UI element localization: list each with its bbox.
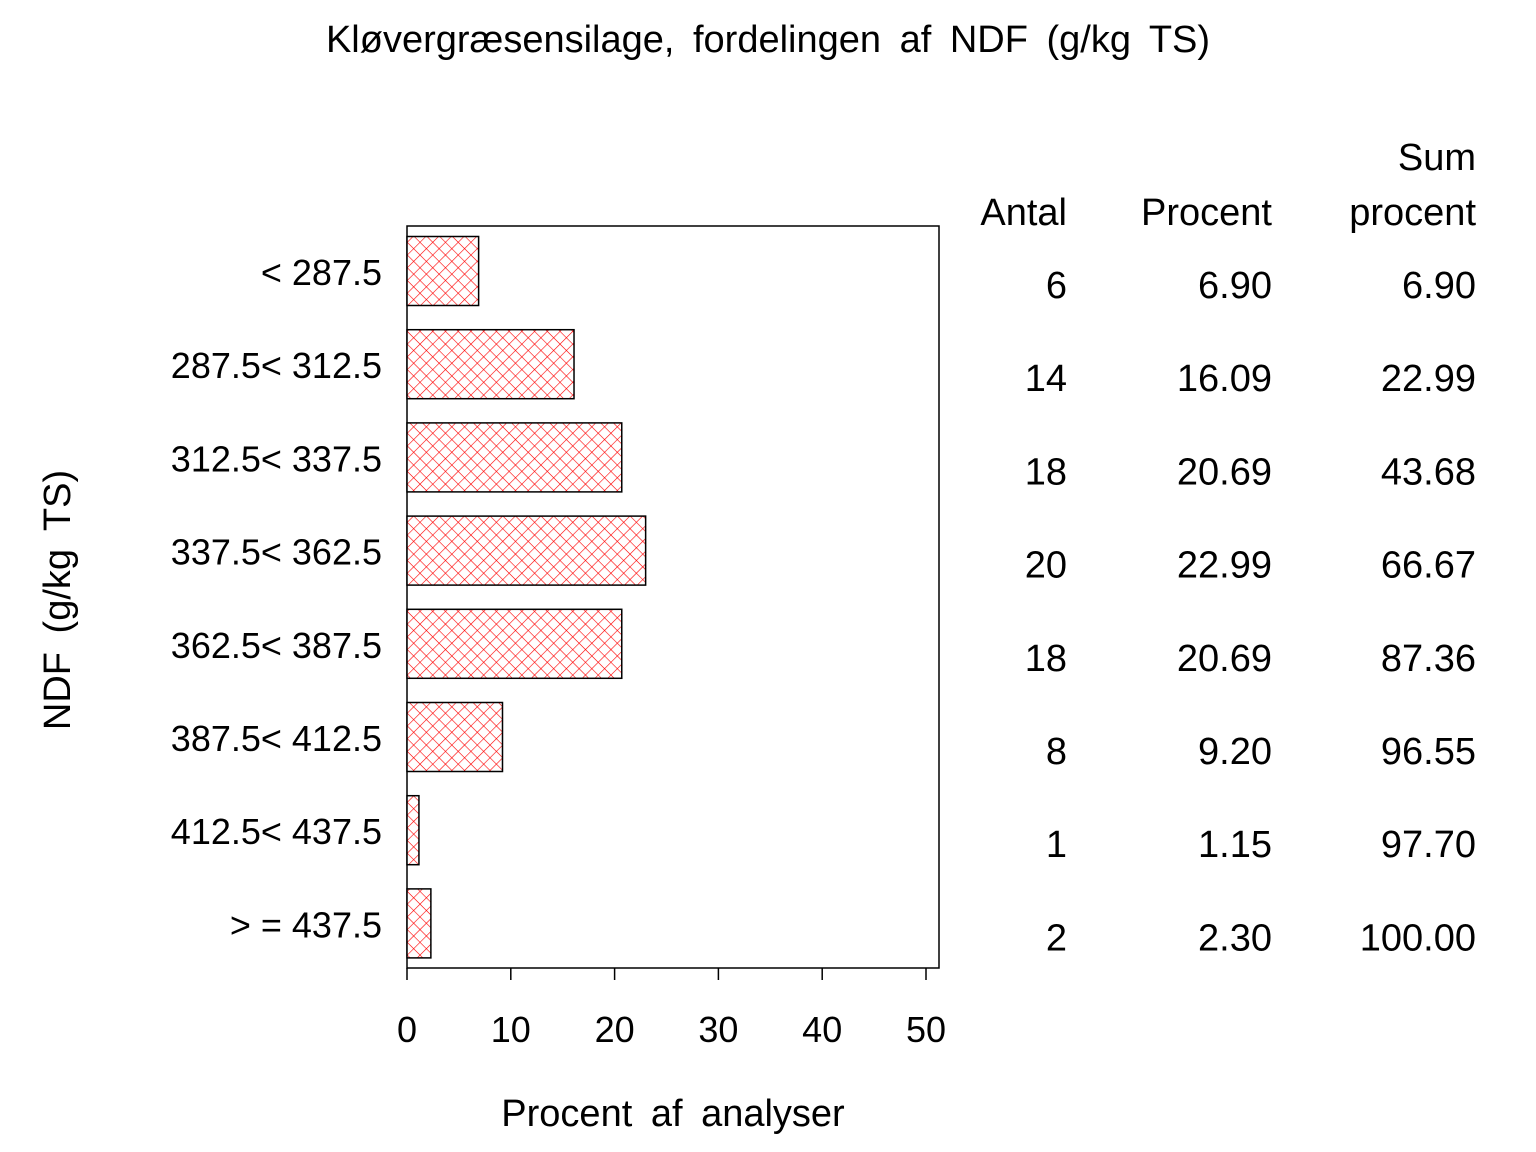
x-tick-label: 10 (491, 1009, 531, 1050)
table-header: procent (1349, 192, 1476, 234)
y-tick-label: 287.5< 312.5 (171, 345, 382, 386)
table-cell: 18 (1025, 451, 1067, 493)
table-cell: 96.55 (1381, 731, 1476, 773)
x-axis-label: Procent af analyser (501, 1093, 845, 1135)
y-tick-label: < 287.5 (261, 252, 382, 293)
table-cell: 22.99 (1381, 358, 1476, 400)
table-cell: 6.90 (1198, 265, 1272, 307)
bar (406, 328, 575, 400)
y-tick-label: 387.5< 412.5 (171, 718, 382, 759)
bar (406, 888, 432, 959)
bar (406, 701, 504, 773)
x-tick-label: 0 (397, 1009, 417, 1050)
table-cell: 6.90 (1402, 265, 1476, 307)
table-cell: 9.20 (1198, 731, 1272, 773)
table-cell: 6 (1046, 265, 1067, 307)
y-tick-label: 337.5< 362.5 (171, 532, 382, 573)
bar (406, 608, 623, 680)
table-cell: 100.00 (1360, 917, 1476, 959)
table-cell: 87.36 (1381, 638, 1476, 680)
bar (406, 515, 647, 586)
table-header: Antal (980, 192, 1067, 234)
table-cell: 97.70 (1381, 824, 1476, 866)
plot-frame (406, 225, 940, 969)
y-axis-label: NDF (g/kg TS) (37, 470, 79, 730)
table-cell: 20 (1025, 545, 1067, 587)
table-cell: 16.09 (1177, 358, 1272, 400)
table-cell: 20.69 (1177, 451, 1272, 493)
table-cell: 1.15 (1198, 824, 1272, 866)
table-cell: 18 (1025, 638, 1067, 680)
table-cell: 43.68 (1381, 451, 1476, 493)
table-cell: 66.67 (1381, 545, 1476, 587)
table-cell: 2.30 (1198, 917, 1272, 959)
table-header: Sum (1398, 137, 1476, 179)
bar (406, 422, 623, 493)
y-tick-label: > = 437.5 (230, 904, 382, 945)
x-tick-label: 20 (595, 1009, 635, 1050)
table-cell: 22.99 (1177, 545, 1272, 587)
bar (406, 794, 420, 866)
table-cell: 1 (1046, 824, 1067, 866)
table-cell: 14 (1025, 358, 1067, 400)
table-cell: 2 (1046, 917, 1067, 959)
y-tick-label: 312.5< 337.5 (171, 438, 382, 479)
x-tick-label: 30 (698, 1009, 738, 1050)
table-header: Procent (1141, 192, 1272, 234)
x-tick-label: 50 (906, 1009, 946, 1050)
bar (406, 235, 480, 307)
y-tick-label: 362.5< 387.5 (171, 625, 382, 666)
chart-title: Kløvergræsensilage, fordelingen af NDF (… (326, 19, 1210, 61)
table-cell: 8 (1046, 731, 1067, 773)
y-tick-label: 412.5< 437.5 (171, 811, 382, 852)
x-tick-label: 40 (802, 1009, 842, 1050)
table-cell: 20.69 (1177, 638, 1272, 680)
